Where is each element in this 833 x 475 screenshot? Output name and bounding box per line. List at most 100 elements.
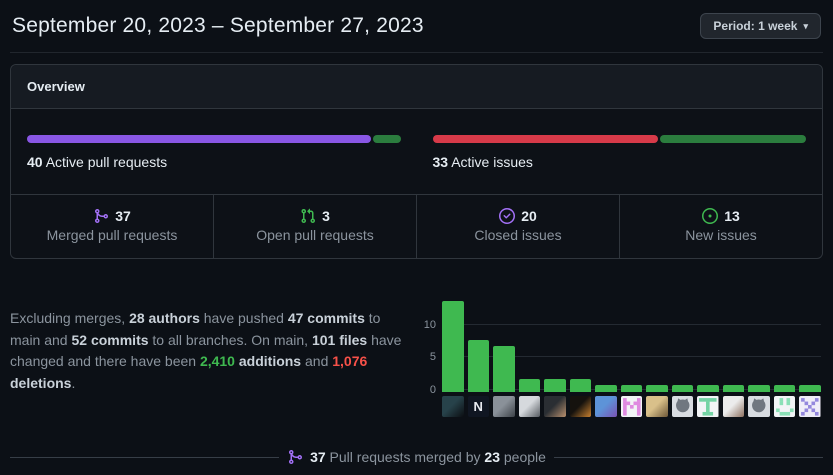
stat-merged-pull-requests[interactable]: 37 Merged pull requests [11,195,213,258]
chart-column-2: N [467,339,489,417]
active-issues-label: 33 Active issues [432,154,533,170]
commit-bar-author-5 [544,378,566,392]
commit-bar-author-3 [493,346,515,392]
commit-bar-author-6 [569,378,591,392]
commit-bar-author-15 [799,385,821,392]
chart-column-4 [518,378,540,417]
merged-by-summary: 37 Pull requests merged by 23 people [279,449,554,465]
chart-column-15 [799,385,821,417]
chart-column-12 [722,385,744,417]
chart-columns: N [442,300,821,417]
octocat-icon [675,397,689,412]
avatar-author-12[interactable] [722,395,744,417]
git-merge-icon [289,450,303,465]
issue-closed-icon [499,208,516,224]
stat-open-pull-requests[interactable]: 3 Open pull requests [213,195,416,258]
activity-section: Excluding merges, 28 authors have pushed… [10,293,823,417]
period-dropdown-button[interactable]: Period: 1 week ▾ [700,13,821,39]
stats-row: 37 Merged pull requests 3 Open pull requ… [11,194,822,258]
commit-bar-author-4 [518,378,540,392]
divider-line [553,456,823,458]
commits-per-author-chart: 0 5 10 N [418,293,823,417]
new-segment [659,135,806,143]
gridline-y5 [442,356,821,357]
overview-panel-title: Overview [11,65,822,109]
avatar-author-14[interactable] [773,395,795,417]
y-tick-label: 5 [429,351,436,363]
page-title: September 20, 2023 – September 27, 2023 [12,14,424,37]
chart-column-6 [569,378,591,417]
divider-line [10,456,280,458]
stat-closed-issues[interactable]: 20 Closed issues [416,195,619,258]
active-issues-count: 33 [432,154,449,170]
octocat-icon [752,397,766,412]
closed-segment [432,135,658,143]
stat-new-issues[interactable]: 13 New issues [619,195,822,258]
avatar-author-10[interactable] [671,395,693,417]
new-issues-label: New issues [685,227,757,243]
chart-column-1 [442,300,464,417]
active-pull-requests-label: 40 Active pull requests [27,154,168,170]
avatar-author-13[interactable] [748,395,770,417]
identicon [799,395,821,417]
pull-requests-progress: 40 Active pull requests [11,135,417,170]
chart-column-9 [646,385,668,417]
chart-column-5 [544,378,566,417]
new-issues-count: 13 [724,208,740,224]
avatar-author-11[interactable] [697,395,719,417]
avatar-author-8[interactable] [620,395,642,417]
progress-row: 40 Active pull requests 33 Active issues [11,109,822,194]
avatar-author-5[interactable] [544,395,566,417]
merged-pull-requests-label: Merged pull requests [46,227,178,243]
overview-panel: Overview 40 Active pull requests 33 Acti… [10,64,823,259]
avatar-author-9[interactable] [646,395,668,417]
merged-segment [27,135,371,143]
git-pull-request-icon [301,208,316,224]
issues-progress-bar [432,135,806,143]
closed-issues-label: Closed issues [474,227,562,243]
avatar-author-6[interactable] [569,395,591,417]
commit-bar-author-14 [773,385,795,392]
chevron-down-icon: ▾ [803,20,808,31]
avatar-author-7[interactable] [595,395,617,417]
page-header: September 20, 2023 – September 27, 2023 … [10,0,823,53]
pulse-page: September 20, 2023 – September 27, 2023 … [10,0,823,465]
commit-bar-author-2 [467,339,489,392]
y-tick-label: 0 [429,383,436,396]
merged-by-footer: 37 Pull requests merged by 23 people [10,449,823,465]
commit-bar-author-12 [722,385,744,392]
identicon [620,395,642,417]
chart-column-10 [671,385,693,417]
commit-bar-author-11 [697,385,719,392]
active-pull-requests-count: 40 [27,154,43,170]
commit-summary-text: Excluding merges, 28 authors have pushed… [10,310,402,391]
closed-issues-count: 20 [521,208,537,224]
chart-column-3 [493,346,515,417]
merged-pull-requests-count: 37 [115,208,131,224]
chart-column-11 [697,385,719,417]
commit-bar-author-13 [748,385,770,392]
open-segment [372,135,401,143]
chart-column-8 [620,385,642,417]
git-merge-icon [95,209,109,224]
identicon [697,395,719,417]
avatar-author-15[interactable] [799,395,821,417]
commit-bar-author-10 [671,385,693,392]
identicon [773,395,795,417]
commit-bar-author-9 [646,385,668,392]
y-tick-label: 10 [423,318,436,331]
chart-column-7 [595,385,617,417]
issue-opened-icon [702,208,719,224]
commit-bar-author-8 [620,385,642,392]
issues-progress: 33 Active issues [417,135,823,170]
avatar-author-3[interactable] [493,395,515,417]
pull-requests-progress-bar [27,135,401,143]
avatar-author-1[interactable] [442,395,464,417]
chart-column-14 [773,385,795,417]
open-pull-requests-count: 3 [322,208,330,224]
chart-column-13 [748,385,770,417]
avatar-author-4[interactable] [518,395,540,417]
merged-by-text: 37 Pull requests merged by 23 people [310,449,546,465]
avatar-author-2[interactable]: N [467,395,489,417]
commit-bar-author-1 [442,300,464,392]
